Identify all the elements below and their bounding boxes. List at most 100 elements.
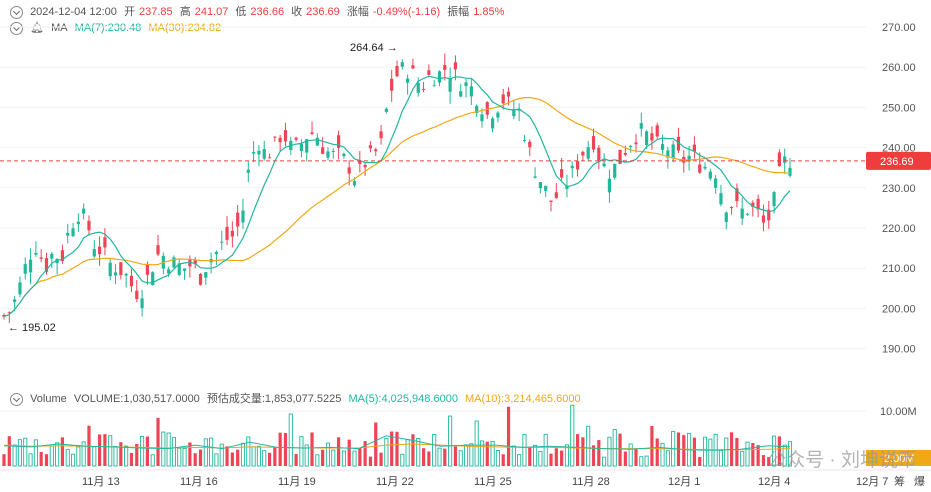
volume-bar [49, 445, 54, 467]
candle-body [384, 108, 388, 112]
volume-bar [522, 434, 527, 467]
volume-bar [777, 436, 781, 466]
candle-body [666, 150, 670, 158]
candle-body [241, 210, 245, 223]
volume-bar [724, 437, 729, 467]
candle-body [358, 160, 362, 164]
volume-bar [767, 456, 771, 466]
candle-body [278, 137, 282, 143]
volume-bar [618, 433, 622, 466]
volume-bar [325, 442, 331, 467]
candle-body [719, 193, 723, 205]
candle-body [459, 91, 463, 97]
candle-body [135, 290, 139, 299]
y-tick-label: 260.00 [882, 62, 916, 74]
candle-body [246, 169, 250, 173]
volume-bar [294, 454, 298, 466]
candle-body [374, 149, 378, 152]
volume-bar [203, 438, 208, 467]
candle-body [692, 144, 697, 152]
x-tick-extra: 筹 [894, 474, 905, 488]
volume-bar [517, 454, 522, 467]
volume-bar [236, 449, 240, 466]
candle-body [198, 274, 203, 285]
volume-label: Volume [30, 393, 67, 405]
candle-body [544, 185, 548, 191]
candle-body [506, 91, 511, 97]
watermark: 公众号 · 刘坤说币 [767, 450, 917, 471]
volume-bar [166, 432, 171, 467]
volume-bar [135, 443, 139, 466]
collapse-chevron-icon[interactable] [10, 392, 23, 406]
candle-body [729, 207, 734, 209]
candle-body [390, 78, 394, 91]
volume-bar [416, 437, 421, 467]
volume-bar [193, 453, 197, 466]
collapse-chevron-icon[interactable] [10, 21, 23, 35]
x-tick-label: 12月 7 [856, 476, 888, 488]
volume-header: Volume VOLUME:1,030,517.0000 预估成交量:1,853… [0, 390, 585, 406]
volume-bar [538, 450, 543, 467]
volume-bar [140, 435, 145, 467]
candle-body [97, 246, 102, 255]
candle-body [698, 164, 702, 173]
x-tick-label: 11月 22 [376, 476, 414, 488]
candle-body [140, 298, 144, 309]
candle-body [618, 149, 622, 164]
ma-header: 🔔︎ MA MA(7):230.48 MA(30):234.82 [0, 21, 225, 35]
volume-bar [528, 447, 532, 466]
candle-body [437, 71, 442, 83]
volume-bar [44, 454, 49, 466]
candle-body [55, 259, 59, 264]
volume-bar [103, 434, 107, 466]
volume-bar [655, 438, 659, 466]
y-tick-label: 210.00 [882, 263, 916, 275]
volume-bar [772, 435, 777, 467]
volume-bar [246, 436, 251, 467]
candle-body [708, 171, 712, 179]
volume-bar [113, 445, 118, 467]
candle-body [294, 137, 298, 140]
open-label: 开 [123, 6, 135, 18]
candle-body [538, 182, 542, 189]
candle-body [756, 198, 760, 210]
volume-bar [336, 437, 341, 466]
volume-bar [230, 452, 234, 466]
volume-bar [129, 452, 134, 466]
ohlc-header: 2024-12-04 12:00 开 237.85 高 241.07 低 236.66… [0, 3, 508, 19]
candle-body [512, 109, 516, 117]
candle-body [50, 253, 54, 259]
volume-bar [60, 437, 65, 466]
volume-bar [209, 437, 214, 467]
x-tick-label: 11月 28 [572, 476, 610, 488]
volume-bar [171, 437, 176, 467]
bell-icon[interactable]: 🔔︎ [30, 22, 45, 34]
candle-body [761, 215, 766, 223]
volume-bar [708, 438, 713, 467]
close-label: 收 [291, 6, 303, 18]
candle-body [108, 262, 112, 277]
candle-body [34, 253, 38, 255]
candle-body [71, 228, 75, 237]
candle-body [724, 212, 728, 223]
volume-bar [591, 445, 596, 466]
candle-body [299, 143, 304, 152]
volume-bar [628, 443, 633, 467]
volume-bar [28, 453, 33, 467]
candle-body [103, 237, 107, 248]
ma7-value: MA(7):230.48 [74, 22, 142, 34]
vol-ma10-value: MA(10):3,214,465.6000 [465, 393, 581, 405]
candle-body [767, 209, 771, 221]
collapse-chevron-icon[interactable] [10, 5, 23, 19]
x-tick-label: 11月 13 [82, 476, 120, 488]
candle-body [379, 131, 383, 139]
candle-body [629, 146, 633, 148]
candle-body [326, 151, 330, 158]
candle-body [363, 164, 367, 168]
volume-bar [597, 440, 601, 466]
volume-bar [225, 446, 229, 466]
volume-bar [469, 443, 474, 467]
volume-bar [145, 436, 149, 466]
volume-bar [33, 439, 38, 467]
